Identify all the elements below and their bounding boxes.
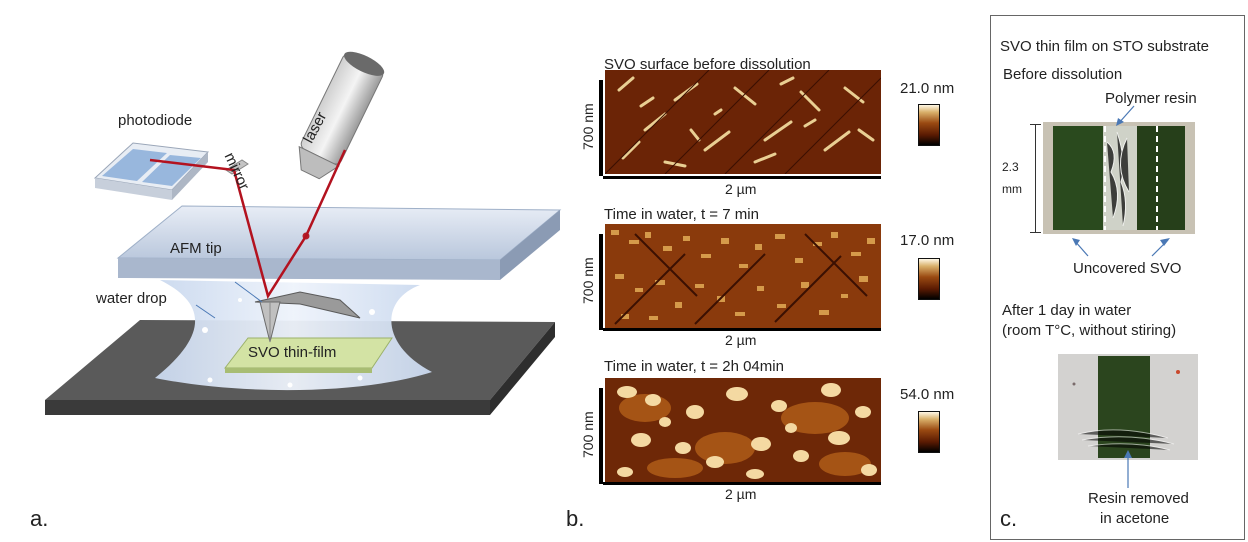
laser-beam: [149, 149, 347, 300]
polymer-resin-label: Polymer resin: [1105, 90, 1197, 107]
afm-2-scalebar-x: [603, 328, 881, 331]
afm-3-x-label: 2 µm: [725, 486, 757, 502]
afm-2-x-label: 2 µm: [725, 332, 757, 348]
size-bar: [1035, 124, 1036, 232]
panel-a: photodiode mirror laser AFM tip water dr…: [0, 0, 570, 542]
size-label-unit: mm: [1002, 182, 1022, 196]
sample-photo-after: [1058, 354, 1198, 460]
afm-1-colorbar: [918, 104, 940, 146]
afm-3-scalebar-y: [599, 388, 603, 484]
afm-1-title: SVO surface before dissolution: [604, 56, 811, 73]
afm-3-scalebar-x: [603, 482, 881, 485]
afm-3-y-label: 700 nm: [580, 411, 596, 458]
label-photodiode: photodiode: [118, 112, 193, 129]
afm-2-title: Time in water, t = 7 min: [604, 206, 759, 223]
afm-image-3: [605, 378, 881, 482]
panel-c-title: SVO thin film on STO substrate: [1000, 38, 1209, 55]
afm-1-scalebar-x: [603, 176, 881, 179]
afm-2-scale-max: 17.0 nm: [900, 232, 955, 249]
polymer-resin-arrow: [1116, 105, 1135, 126]
afm-3-colorbar: [918, 411, 940, 453]
afm-setup-illustration: [45, 51, 562, 415]
label-water-drop: water drop: [96, 290, 167, 307]
uncovered-arrows: [1072, 238, 1170, 257]
afm-image-2: [605, 224, 881, 328]
panel-c-frame: [990, 15, 1245, 540]
after-label-line2: (room T°C, without stiring): [1002, 322, 1177, 339]
after-label-line1: After 1 day in water: [1002, 302, 1132, 319]
before-dissolution-label: Before dissolution: [1003, 66, 1123, 83]
resin-removed-line1: Resin removed: [1088, 490, 1189, 507]
size-bar-cap-bottom: [1030, 232, 1041, 233]
afm-2-scalebar-y: [599, 234, 603, 330]
water-drop-callout: [195, 304, 216, 319]
afm-1-scale-max: 21.0 nm: [900, 80, 955, 97]
label-svo-film: SVO thin-film: [248, 344, 337, 361]
afm-image-1: [605, 70, 881, 174]
laser-shape: [298, 51, 385, 180]
size-label-value: 2.3: [1002, 160, 1019, 174]
afm-2-colorbar: [918, 258, 940, 300]
panel-c-letter: c.: [1000, 506, 1018, 531]
afm-cantilever: [254, 291, 361, 343]
top-plate: [116, 205, 562, 280]
afm-1-scalebar-y: [599, 80, 603, 176]
afm-3-scale-max: 54.0 nm: [900, 386, 955, 403]
afm-1-x-label: 2 µm: [725, 181, 757, 197]
svo-film: [223, 337, 393, 373]
afm-2-y-label: 700 nm: [580, 257, 596, 304]
panel-b-letter: b.: [566, 506, 585, 531]
uncovered-svo-label: Uncovered SVO: [1073, 260, 1182, 277]
sample-photo-before: [1043, 122, 1195, 234]
afm-1-y-label: 700 nm: [580, 103, 596, 150]
resin-removed-arrow: [1124, 450, 1132, 488]
panel-a-letter: a.: [30, 506, 49, 531]
photodiode-shape: [93, 142, 210, 200]
size-bar-cap-top: [1030, 124, 1041, 125]
afm-3-title: Time in water, t = 2h 04min: [604, 358, 784, 375]
resin-removed-line2: in acetone: [1100, 510, 1170, 527]
afm-tip-callout: [234, 281, 263, 303]
label-afm-tip: AFM tip: [170, 240, 222, 257]
